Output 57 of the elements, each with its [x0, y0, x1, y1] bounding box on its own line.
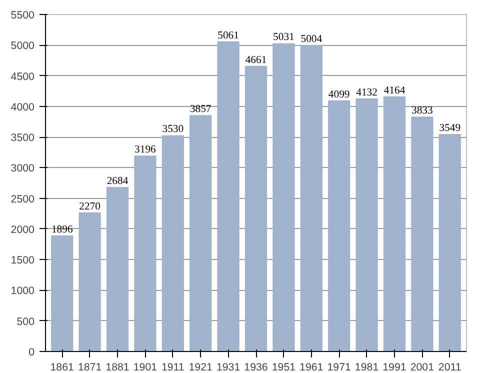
y-tick-label: 4500	[10, 70, 35, 83]
data-label: 3549	[439, 123, 461, 134]
bar	[51, 235, 74, 352]
y-tick-label: 500	[16, 316, 35, 328]
bar	[190, 115, 212, 352]
y-tick-label: 2000	[10, 224, 35, 236]
data-label: 5004	[300, 34, 323, 45]
y-tick-label: 3000	[10, 162, 35, 175]
bar	[217, 41, 240, 352]
x-tick-label: 1921	[188, 362, 213, 373]
y-tick-label: 1500	[10, 254, 35, 267]
x-tick-label: 1991	[382, 362, 406, 373]
x-tick-label: 1981	[354, 362, 379, 373]
x-tick-label: 1931	[216, 362, 240, 373]
bar	[162, 135, 184, 352]
y-tick-label: 4000	[10, 101, 35, 114]
x-tick-label: 1871	[78, 362, 102, 373]
data-label: 3530	[162, 124, 184, 136]
bar	[106, 187, 129, 352]
data-label: 1896	[51, 224, 74, 236]
x-tick-label: 1971	[327, 362, 352, 373]
x-tick-label: 1961	[300, 362, 324, 373]
data-label: 5061	[218, 30, 239, 42]
y-tick-label: 5500	[10, 10, 35, 22]
data-label: 4164	[384, 85, 406, 96]
y-tick-label: 1000	[10, 285, 35, 298]
x-tick-label: 1881	[106, 362, 130, 373]
bar	[272, 43, 295, 352]
data-label: 2684	[106, 176, 129, 188]
data-label: 2270	[79, 201, 100, 212]
y-tick-label: 0	[28, 346, 35, 358]
bar	[356, 98, 378, 352]
y-tick-label: 2500	[10, 193, 35, 206]
data-label: 3196	[134, 144, 157, 156]
y-tick-label: 5000	[10, 40, 35, 52]
x-tick-label: 2011	[438, 362, 462, 373]
x-tick-label: 1951	[272, 362, 296, 373]
x-tick-label: 1911	[161, 362, 184, 373]
data-label: 4132	[356, 87, 378, 98]
x-tick-label: 2001	[410, 362, 434, 373]
data-label: 3857	[190, 104, 212, 116]
bar	[438, 134, 461, 352]
bar	[300, 44, 322, 352]
y-tick-label: 3500	[10, 132, 35, 144]
x-tick-label: 1861	[50, 362, 74, 373]
data-label: 4099	[328, 89, 350, 100]
bar	[411, 116, 434, 352]
data-label: 4661	[245, 54, 267, 66]
data-label: 3833	[412, 106, 433, 117]
x-tick-label: 1936	[244, 362, 268, 373]
data-label: 5031	[273, 32, 294, 44]
bar	[383, 96, 406, 352]
bar	[244, 66, 268, 352]
bar	[328, 100, 350, 352]
bar	[134, 156, 156, 352]
x-tick-label: 1901	[133, 362, 158, 373]
bar	[78, 212, 101, 352]
